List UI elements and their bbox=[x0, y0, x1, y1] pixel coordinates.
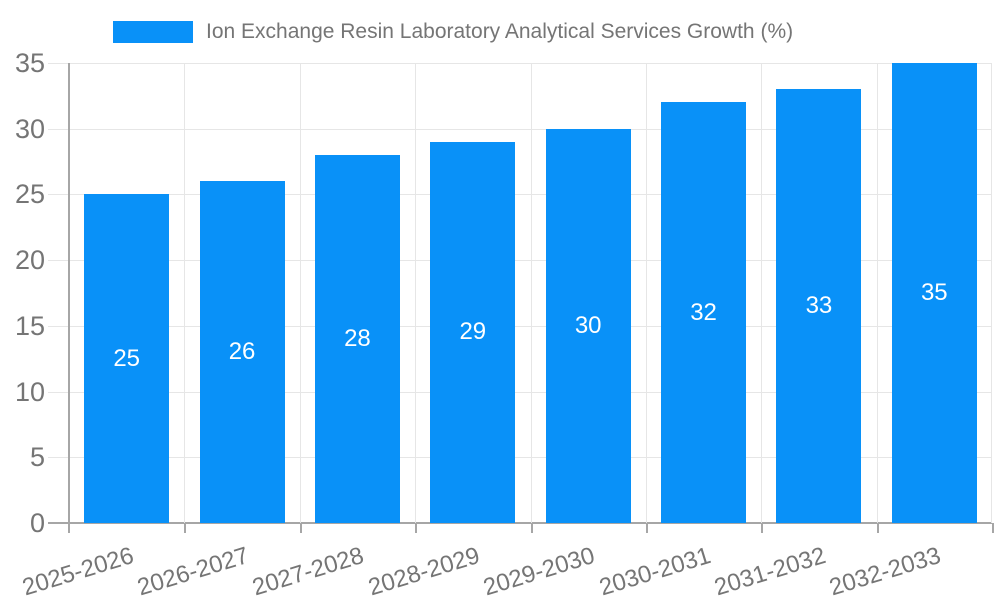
gridline-horizontal bbox=[48, 391, 992, 393]
bar-value-label: 30 bbox=[574, 311, 602, 339]
gridline-horizontal bbox=[48, 325, 992, 327]
gridline-horizontal bbox=[48, 128, 992, 130]
x-tick bbox=[415, 523, 418, 533]
gridline-vertical bbox=[530, 63, 532, 523]
bar: 30 bbox=[545, 128, 631, 523]
y-tick-label: 35 bbox=[14, 48, 45, 78]
x-tick bbox=[761, 523, 764, 533]
gridline-horizontal bbox=[48, 194, 992, 196]
gridline-vertical bbox=[991, 63, 992, 523]
bar: 33 bbox=[776, 89, 862, 523]
y-tick-label: 15 bbox=[14, 310, 45, 341]
x-tick bbox=[992, 523, 994, 533]
bar-value-label: 32 bbox=[690, 298, 717, 326]
bar: 25 bbox=[84, 194, 170, 523]
bar-value-label: 33 bbox=[805, 292, 833, 320]
gridline-vertical bbox=[415, 63, 417, 523]
legend: Ion Exchange Resin Laboratory Analytical… bbox=[113, 20, 793, 44]
bar-value-label: 29 bbox=[459, 318, 487, 346]
plot-area: 25 26 28 29 30 32 33 35 bbox=[69, 63, 992, 523]
bar: 26 bbox=[199, 181, 285, 523]
bar-value-label: 26 bbox=[228, 338, 256, 366]
bar-value-label: 35 bbox=[920, 279, 948, 306]
y-tick-label: 0 bbox=[29, 508, 45, 538]
bar-value-label: 25 bbox=[113, 344, 141, 372]
y-tick-label: 25 bbox=[14, 179, 45, 210]
bar: 29 bbox=[430, 141, 516, 523]
y-tick-label: 10 bbox=[14, 376, 45, 407]
gridline-vertical bbox=[761, 63, 763, 523]
legend-label: Ion Exchange Resin Laboratory Analytical… bbox=[206, 20, 794, 43]
y-tick-label: 20 bbox=[14, 245, 45, 276]
x-axis-line bbox=[48, 522, 992, 524]
bar: 28 bbox=[314, 155, 400, 523]
gridline-vertical bbox=[876, 63, 878, 523]
gridline-vertical bbox=[184, 63, 186, 523]
y-axis-line bbox=[68, 63, 70, 533]
bar-value-label: 28 bbox=[344, 325, 371, 352]
gridline-horizontal bbox=[48, 260, 992, 262]
bar: 35 bbox=[891, 63, 977, 523]
y-tick-label: 30 bbox=[14, 113, 45, 144]
y-tick-label: 5 bbox=[29, 442, 45, 473]
x-tick bbox=[645, 523, 648, 533]
x-tick bbox=[184, 523, 187, 533]
gridline-horizontal bbox=[48, 457, 992, 459]
bar: 32 bbox=[661, 102, 747, 523]
x-tick bbox=[299, 523, 302, 533]
gridline-vertical bbox=[299, 63, 301, 523]
x-tick bbox=[530, 523, 533, 533]
gridline-vertical bbox=[645, 63, 647, 523]
x-tick bbox=[876, 523, 879, 533]
legend-swatch bbox=[113, 21, 193, 43]
gridline-horizontal bbox=[48, 63, 992, 64]
